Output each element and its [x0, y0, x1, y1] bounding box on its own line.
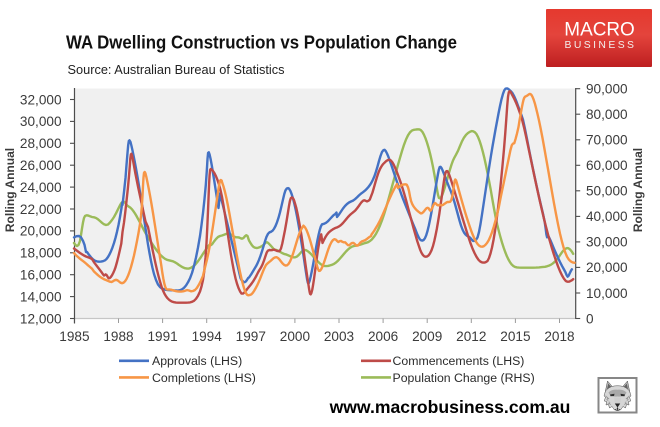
svg-text:20,000: 20,000 — [20, 224, 62, 239]
svg-text:14,000: 14,000 — [20, 289, 62, 304]
svg-text:1997: 1997 — [236, 329, 266, 344]
svg-text:30,000: 30,000 — [586, 235, 628, 250]
svg-text:2003: 2003 — [324, 329, 354, 344]
svg-text:1988: 1988 — [103, 329, 133, 344]
svg-text:16,000: 16,000 — [20, 268, 62, 283]
svg-text:10,000: 10,000 — [586, 286, 628, 301]
svg-text:Source: Australian Bureau of S: Source: Australian Bureau of Statistics — [68, 62, 285, 77]
svg-text:Approvals (LHS): Approvals (LHS) — [152, 354, 242, 368]
svg-text:80,000: 80,000 — [586, 107, 628, 122]
svg-text:90,000: 90,000 — [586, 82, 628, 97]
svg-text:1985: 1985 — [59, 329, 89, 344]
svg-text:2009: 2009 — [412, 329, 442, 344]
svg-text:26,000: 26,000 — [20, 158, 62, 173]
svg-text:2018: 2018 — [544, 329, 574, 344]
svg-text:2000: 2000 — [280, 329, 311, 344]
svg-text:30,000: 30,000 — [20, 114, 62, 129]
svg-text:1994: 1994 — [192, 329, 223, 344]
svg-text:12,000: 12,000 — [20, 311, 62, 326]
svg-text:28,000: 28,000 — [20, 136, 62, 151]
svg-text:www.macrobusiness.com.au: www.macrobusiness.com.au — [329, 397, 571, 417]
svg-text:24,000: 24,000 — [20, 180, 62, 195]
svg-text:22,000: 22,000 — [20, 202, 62, 217]
svg-text:Commencements (LHS): Commencements (LHS) — [393, 354, 525, 368]
svg-text:MACRO: MACRO — [564, 19, 635, 41]
svg-text:2015: 2015 — [500, 329, 530, 344]
svg-text:32,000: 32,000 — [20, 92, 62, 107]
svg-text:20,000: 20,000 — [586, 260, 628, 275]
svg-text:WA Dwelling Construction vs Po: WA Dwelling Construction vs Population C… — [66, 32, 457, 53]
svg-text:18,000: 18,000 — [20, 246, 62, 261]
svg-text:Completions (LHS): Completions (LHS) — [152, 371, 256, 385]
svg-text:60,000: 60,000 — [586, 158, 628, 173]
svg-text:1991: 1991 — [147, 329, 177, 344]
svg-text:Population Change (RHS): Population Change (RHS) — [393, 371, 535, 385]
svg-text:BUSINESS: BUSINESS — [565, 40, 635, 51]
svg-text:70,000: 70,000 — [586, 133, 628, 148]
svg-text:Rolling Annual: Rolling Annual — [3, 148, 17, 232]
svg-text:0: 0 — [586, 311, 594, 326]
svg-text:50,000: 50,000 — [586, 184, 628, 199]
svg-text:40,000: 40,000 — [586, 209, 628, 224]
svg-text:2012: 2012 — [456, 329, 486, 344]
svg-text:2006: 2006 — [368, 329, 398, 344]
svg-text:Rolling Annual: Rolling Annual — [631, 148, 645, 232]
